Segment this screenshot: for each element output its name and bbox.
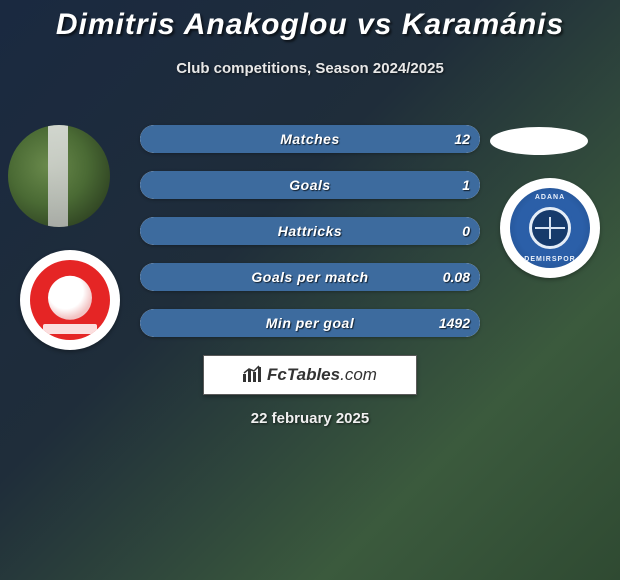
stat-row: Hattricks0 bbox=[140, 217, 480, 245]
stat-value-right: 0 bbox=[462, 217, 470, 245]
club-badge-right-text-bot: DEMIRSPOR bbox=[510, 256, 590, 263]
player-left-avatar bbox=[8, 125, 110, 227]
stat-row: Min per goal1492 bbox=[140, 309, 480, 337]
club-badge-left bbox=[20, 250, 120, 350]
stat-label: Hattricks bbox=[140, 217, 480, 245]
stat-row: Matches12 bbox=[140, 125, 480, 153]
stat-value-right: 1 bbox=[462, 171, 470, 199]
stat-value-right: 12 bbox=[454, 125, 470, 153]
page-subtitle: Club competitions, Season 2024/2025 bbox=[0, 60, 620, 77]
stat-label: Goals bbox=[140, 171, 480, 199]
stat-label: Goals per match bbox=[140, 263, 480, 291]
stats-list: Matches12 Goals1 Hattricks0 Goals per match… bbox=[140, 125, 480, 355]
page-title: Dimitris Anakoglou vs Karamánis bbox=[0, 0, 620, 42]
stat-row: Goals1 bbox=[140, 171, 480, 199]
club-badge-right: ADANA DEMIRSPOR bbox=[500, 178, 600, 278]
club-badge-right-text-top: ADANA bbox=[510, 194, 590, 201]
player-right-placeholder bbox=[490, 127, 588, 155]
site-logo-text: FcTables.com bbox=[267, 365, 377, 385]
stat-value-right: 1492 bbox=[439, 309, 470, 337]
stat-value-right: 0.08 bbox=[443, 263, 470, 291]
date-line: 22 february 2025 bbox=[0, 410, 620, 427]
site-logo: FcTables.com bbox=[203, 355, 417, 395]
chart-icon bbox=[243, 364, 263, 387]
stat-label: Min per goal bbox=[140, 309, 480, 337]
stat-label: Matches bbox=[140, 125, 480, 153]
stat-row: Goals per match0.08 bbox=[140, 263, 480, 291]
